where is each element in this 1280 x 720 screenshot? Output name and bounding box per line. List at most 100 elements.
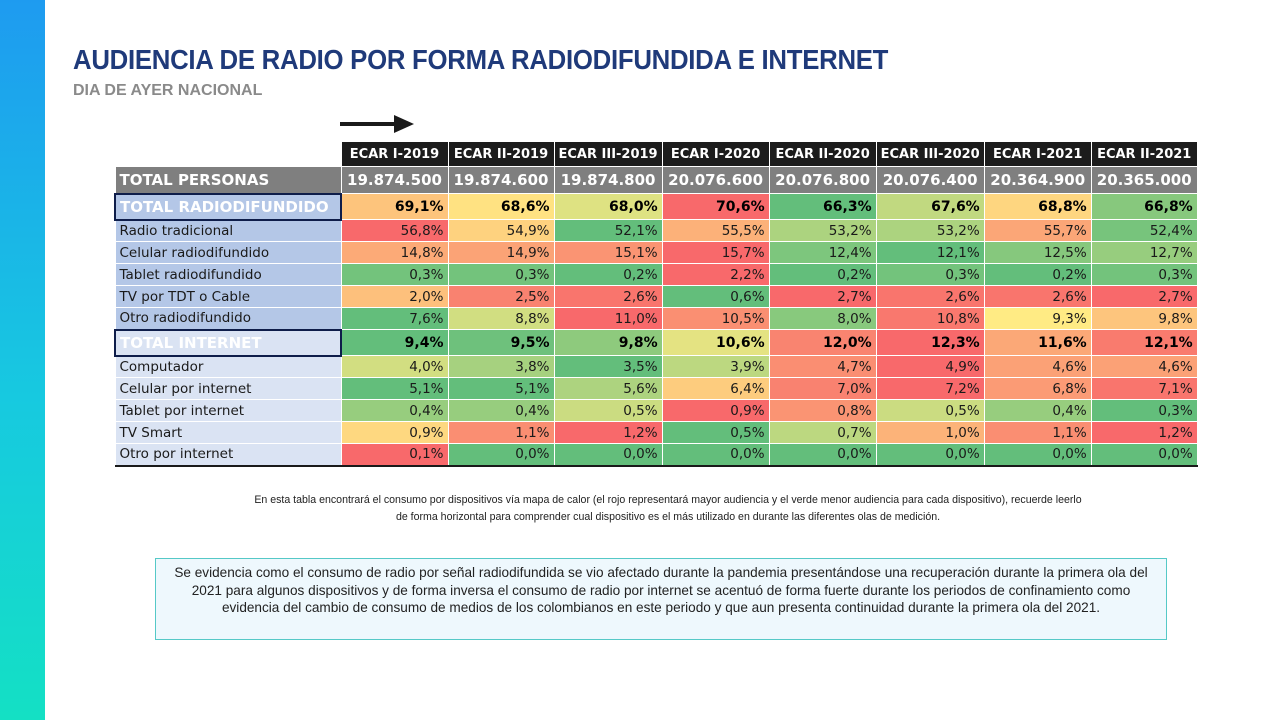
heat-cell: 9,4% [340,329,449,356]
heat-cell: 8,8% [447,307,555,330]
heat-cell: 10,5% [661,307,770,330]
heat-cell: 0,5% [661,421,770,444]
heat-cell: 2,7% [768,285,877,308]
side-gradient-bar [0,0,45,720]
heat-cell: 70,6% [661,193,770,220]
heat-cell: 20.365.000 [1090,166,1198,194]
heat-cell: 12,1% [1090,329,1198,356]
page-subtitle: DIA DE AYER NACIONAL [73,82,263,99]
heat-cell: 2,7% [1090,285,1198,308]
heat-cell: 2,6% [553,285,663,308]
row-label: Otro radiodifundido [114,307,342,330]
heat-cell: 2,0% [340,285,449,308]
column-header: ECAR II-2019 [447,141,555,167]
heat-cell: 5,1% [340,377,449,400]
device-row: Celular radiodifundido 14,8% 14,9% 15,1% 15,… [114,241,1198,264]
heat-cell: 11,6% [983,329,1092,356]
heat-cell: 0,0% [768,443,877,467]
heat-cell: 20.364.900 [983,166,1092,194]
heat-cell: 0,0% [1090,443,1198,467]
heat-cell: 7,1% [1090,377,1198,400]
heat-cell: 4,7% [768,355,877,378]
heat-cell: 11,0% [553,307,663,330]
column-header: ECAR I-2019 [340,141,449,167]
heat-cell: 0,8% [768,399,877,422]
heat-cell: 0,0% [447,443,555,467]
heat-cell: 0,3% [1090,263,1198,286]
total-personas-row: TOTAL PERSONAS 19.874.500 19.874.600 19.874… [114,166,1198,194]
heat-cell: 1,1% [983,421,1092,444]
heat-cell: 0,3% [340,263,449,286]
heat-cell: 0,2% [553,263,663,286]
heat-cell: 4,6% [1090,355,1198,378]
heat-cell: 0,0% [553,443,663,467]
heat-cell: 10,6% [661,329,770,356]
heat-cell: 5,1% [447,377,555,400]
heatmap-table: ECAR I-2019 ECAR II-2019 ECAR III-2019 ECAR… [114,141,1198,467]
group-total-row: TOTAL RADIODIFUNDIDO 69,1% 68,6% 68,0% 70,6%… [114,192,1198,221]
heat-cell: 3,9% [661,355,770,378]
row-label: Tablet radiodifundido [114,263,342,286]
heat-cell: 12,0% [768,329,877,356]
group-total-row: TOTAL INTERNET 9,4% 9,5% 9,8% 10,6% 12,0% 12,3… [114,328,1198,357]
heat-cell: 0,3% [1090,399,1198,422]
column-header: ECAR I-2021 [983,141,1092,167]
heat-cell: 52,1% [553,219,663,242]
table-footnote: En esta tabla encontrará el consumo por … [254,494,1082,523]
heat-cell: 1,0% [875,421,985,444]
heat-cell: 69,1% [340,193,449,220]
heat-cell: 54,9% [447,219,555,242]
heat-cell: 52,4% [1090,219,1198,242]
heat-cell: 20.076.800 [768,166,877,194]
row-label: TOTAL INTERNET [114,328,342,357]
heat-cell: 12,7% [1090,241,1198,264]
conclusion-text: Se evidencia como el consumo de radio po… [174,565,1148,615]
device-row: TV Smart 0,9% 1,1% 1,2% 0,5% 0,7% 1,0% 1,1% 1,2% [114,421,1198,444]
device-row: Otro radiodifundido 7,6% 8,8% 11,0% 10,5% 8,0… [114,307,1198,330]
heat-cell: 4,0% [340,355,449,378]
heat-cell: 6,4% [661,377,770,400]
heat-cell: 0,9% [661,399,770,422]
heat-cell: 12,1% [875,241,985,264]
heat-cell: 3,5% [553,355,663,378]
heat-cell: 0,0% [983,443,1092,467]
column-header-row: ECAR I-2019 ECAR II-2019 ECAR III-2019 ECAR… [115,141,1198,167]
column-header: ECAR III-2019 [553,141,663,167]
heat-cell: 9,5% [447,329,555,356]
column-header: ECAR III-2020 [875,141,985,167]
heat-cell: 6,8% [983,377,1092,400]
heat-cell: 0,4% [983,399,1092,422]
device-row: Tablet por internet 0,4% 0,4% 0,5% 0,9% 0,8% 0… [114,399,1198,422]
column-header: ECAR I-2020 [661,141,770,167]
device-row: Celular por internet 5,1% 5,1% 5,6% 6,4% 7,0%… [114,377,1198,400]
column-header: ECAR II-2021 [1090,141,1198,167]
row-label: TV Smart [114,421,342,444]
heat-cell: 0,5% [875,399,985,422]
conclusion-box: Se evidencia como el consumo de radio po… [155,558,1167,640]
row-label: Radio tradicional [114,219,342,242]
heat-cell: 0,3% [875,263,985,286]
heat-cell: 19.874.600 [447,166,555,194]
row-label: TOTAL PERSONAS [114,166,342,194]
heat-cell: 66,3% [768,193,877,220]
heat-cell: 14,9% [447,241,555,264]
heat-cell: 2,6% [875,285,985,308]
device-row: Computador 4,0% 3,8% 3,5% 3,9% 4,7% 4,9% 4,6% 4,… [114,355,1198,378]
heat-cell: 0,6% [661,285,770,308]
heat-cell: 0,2% [983,263,1092,286]
heat-cell: 8,0% [768,307,877,330]
heat-cell: 4,9% [875,355,985,378]
row-label: Tablet por internet [114,399,342,422]
device-row: Otro por internet 0,1% 0,0% 0,0% 0,0% 0,0% 0,0… [114,443,1198,467]
heat-cell: 9,8% [553,329,663,356]
heat-cell: 10,8% [875,307,985,330]
header-corner [115,142,341,167]
heat-cell: 0,3% [447,263,555,286]
heat-cell: 7,2% [875,377,985,400]
device-row: TV por TDT o Cable 2,0% 2,5% 2,6% 0,6% 2,7% 2,… [114,285,1198,308]
heat-cell: 66,8% [1090,193,1198,220]
heat-cell: 12,4% [768,241,877,264]
heat-cell: 4,6% [983,355,1092,378]
heat-cell: 56,8% [340,219,449,242]
right-arrow-icon [340,115,414,133]
